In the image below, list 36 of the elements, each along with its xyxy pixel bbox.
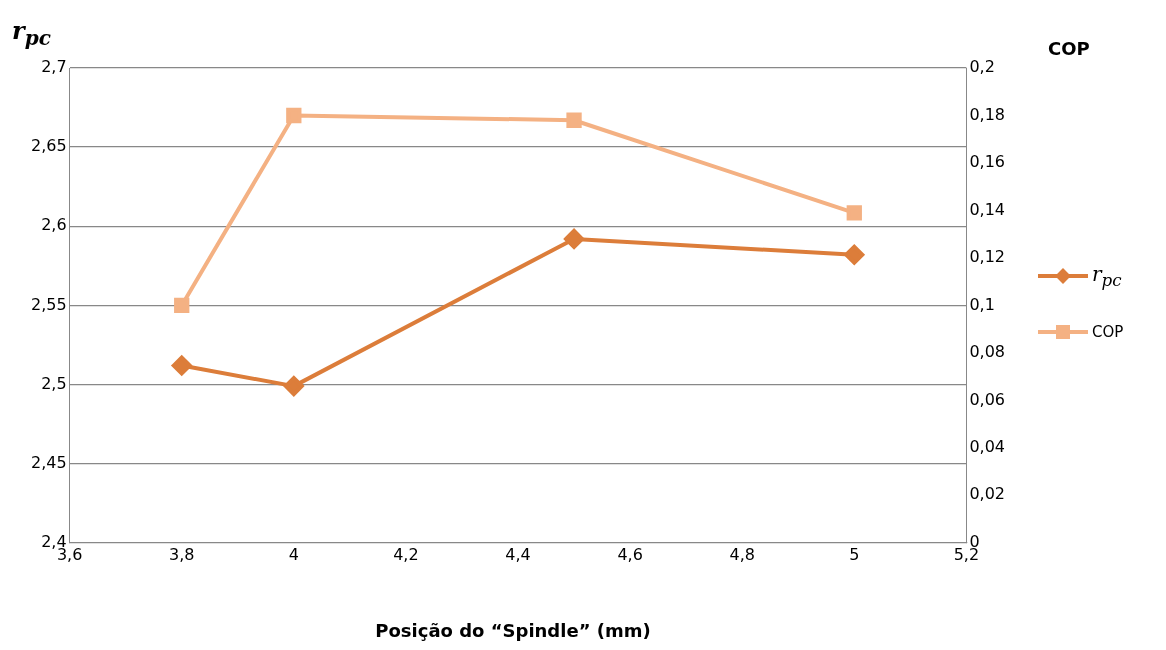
y-tick-label: 2,45 — [31, 452, 67, 472]
x-tick-label: 4,6 — [617, 544, 643, 564]
y-tick-label: 2,7 — [41, 57, 67, 77]
y2-tick-label: 0,1 — [969, 294, 995, 314]
y-tick-label: 2,5 — [41, 373, 67, 393]
y2-tick-label: 0,18 — [969, 104, 1005, 124]
y-axis-title: r$_{pc}$ — [12, 16, 51, 50]
y2-tick-label: 0,02 — [969, 484, 1005, 504]
y2-tick-label: 0,12 — [969, 247, 1005, 267]
point — [844, 244, 865, 265]
y2-tick-label: 0,16 — [969, 152, 1005, 172]
y-tick-label: 2,6 — [41, 215, 67, 235]
y2-tick-label: 0,06 — [969, 389, 1005, 409]
point — [286, 107, 302, 124]
y2-tick-label: 0,2 — [969, 57, 995, 77]
x-tick-label: 3,8 — [168, 544, 195, 564]
legend-label: COP — [1092, 323, 1124, 341]
y2-tick-label: 0,08 — [969, 342, 1005, 362]
point — [174, 297, 190, 314]
y-tick-label: 2,65 — [31, 136, 67, 156]
x-tick-label: 4,4 — [505, 544, 531, 564]
x-axis-title: Posição do “Spindle” (mm) — [374, 620, 652, 641]
point — [171, 355, 192, 376]
point — [283, 376, 304, 397]
point — [846, 205, 862, 221]
legend-label: r$_{pc}$ — [1092, 262, 1122, 290]
y2-axis-title: COP — [1048, 38, 1090, 59]
point — [564, 228, 585, 249]
x-tick-label: 4,8 — [729, 544, 755, 564]
y2-tick-label: 0,14 — [969, 199, 1005, 219]
x-tick-label: 4,2 — [393, 544, 419, 564]
point — [566, 112, 582, 128]
y-tick-label: 2,55 — [31, 294, 67, 314]
x-tick-label: 5 — [849, 544, 860, 564]
y2-tick-label: 0,04 — [969, 437, 1005, 456]
x-tick-label: 4 — [288, 544, 299, 564]
